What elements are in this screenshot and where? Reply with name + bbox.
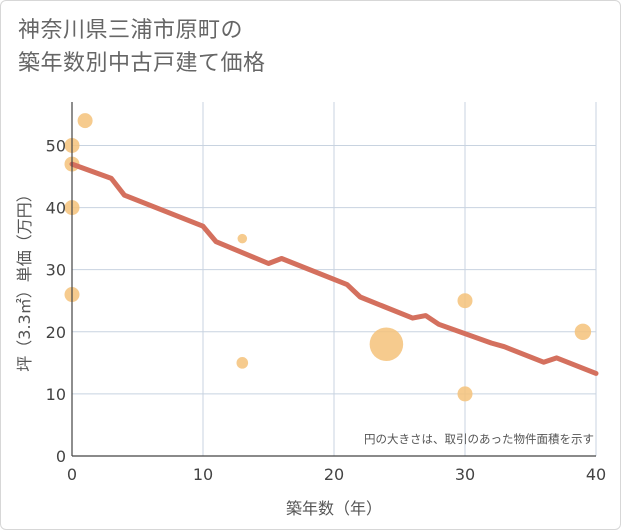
x-axis-label: 築年数（年）	[286, 499, 382, 518]
x-tick-label-40: 40	[586, 465, 606, 484]
y-tick-label-50: 50	[46, 136, 66, 155]
bubble-point-7	[369, 327, 404, 361]
x-tick-label-0: 0	[67, 465, 77, 484]
bubble-size-note: 円の大きさは、取引のあった物件面積を示す	[364, 432, 594, 446]
y-tick-label-20: 20	[46, 323, 66, 342]
y-tick-label-0: 0	[56, 447, 66, 466]
axes	[71, 102, 596, 457]
bubble-point-8	[457, 293, 473, 309]
chart-title-line1: 神奈川県三浦市原町の	[18, 18, 244, 43]
bubble-point-9	[457, 386, 473, 402]
tick-labels: 0 10 20 30 40 0 10 20 30 40 50	[46, 136, 607, 484]
bubble-point-4	[77, 113, 93, 129]
y-tick-label-10: 10	[46, 385, 66, 404]
bubble-point-5	[237, 233, 248, 244]
y-tick-label-30: 30	[46, 261, 66, 280]
chart-title-line2: 築年数別中古戸建て価格	[18, 51, 266, 76]
x-tick-label-10: 10	[193, 465, 213, 484]
bubble-point-6	[236, 357, 249, 369]
bubble-series	[64, 113, 592, 402]
bubble-point-10	[574, 323, 592, 341]
x-tick-label-20: 20	[324, 465, 344, 484]
trend-line	[69, 161, 599, 376]
y-axis-label: 坪（3.3㎡）単価（万円）	[15, 186, 34, 371]
y-tick-label-40: 40	[46, 199, 66, 218]
x-tick-label-30: 30	[455, 465, 475, 484]
chart-title: 神奈川県三浦市原町の 築年数別中古戸建て価格	[18, 14, 266, 80]
